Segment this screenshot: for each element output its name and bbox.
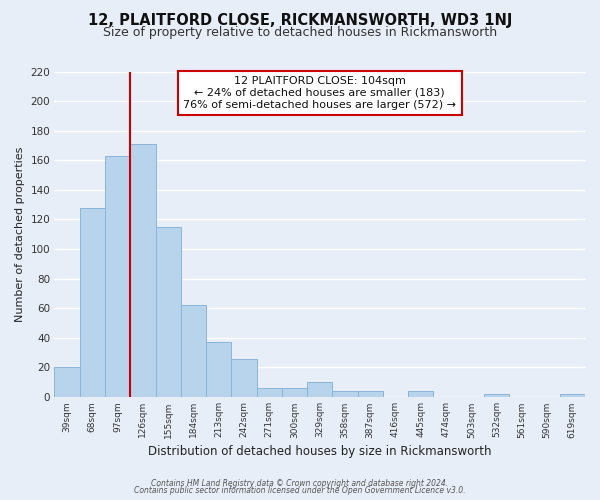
X-axis label: Distribution of detached houses by size in Rickmansworth: Distribution of detached houses by size … [148,444,491,458]
Bar [560,394,585,397]
Text: 12 PLAITFORD CLOSE: 104sqm
← 24% of detached houses are smaller (183)
76% of sem: 12 PLAITFORD CLOSE: 104sqm ← 24% of deta… [183,76,456,110]
Bar [155,227,181,397]
Bar [130,144,155,397]
Text: Contains public sector information licensed under the Open Government Licence v3: Contains public sector information licen… [134,486,466,495]
Text: Contains HM Land Registry data © Crown copyright and database right 2024.: Contains HM Land Registry data © Crown c… [151,478,449,488]
Bar [332,391,358,397]
Bar [206,342,232,397]
Bar [358,391,383,397]
Bar [105,156,130,397]
Text: 12, PLAITFORD CLOSE, RICKMANSWORTH, WD3 1NJ: 12, PLAITFORD CLOSE, RICKMANSWORTH, WD3 … [88,12,512,28]
Bar [80,208,105,397]
Bar [484,394,509,397]
Bar [232,358,257,397]
Y-axis label: Number of detached properties: Number of detached properties [15,146,25,322]
Bar [181,306,206,397]
Bar [257,388,282,397]
Bar [55,368,80,397]
Text: Size of property relative to detached houses in Rickmansworth: Size of property relative to detached ho… [103,26,497,39]
Bar [307,382,332,397]
Bar [282,388,307,397]
Bar [408,391,433,397]
